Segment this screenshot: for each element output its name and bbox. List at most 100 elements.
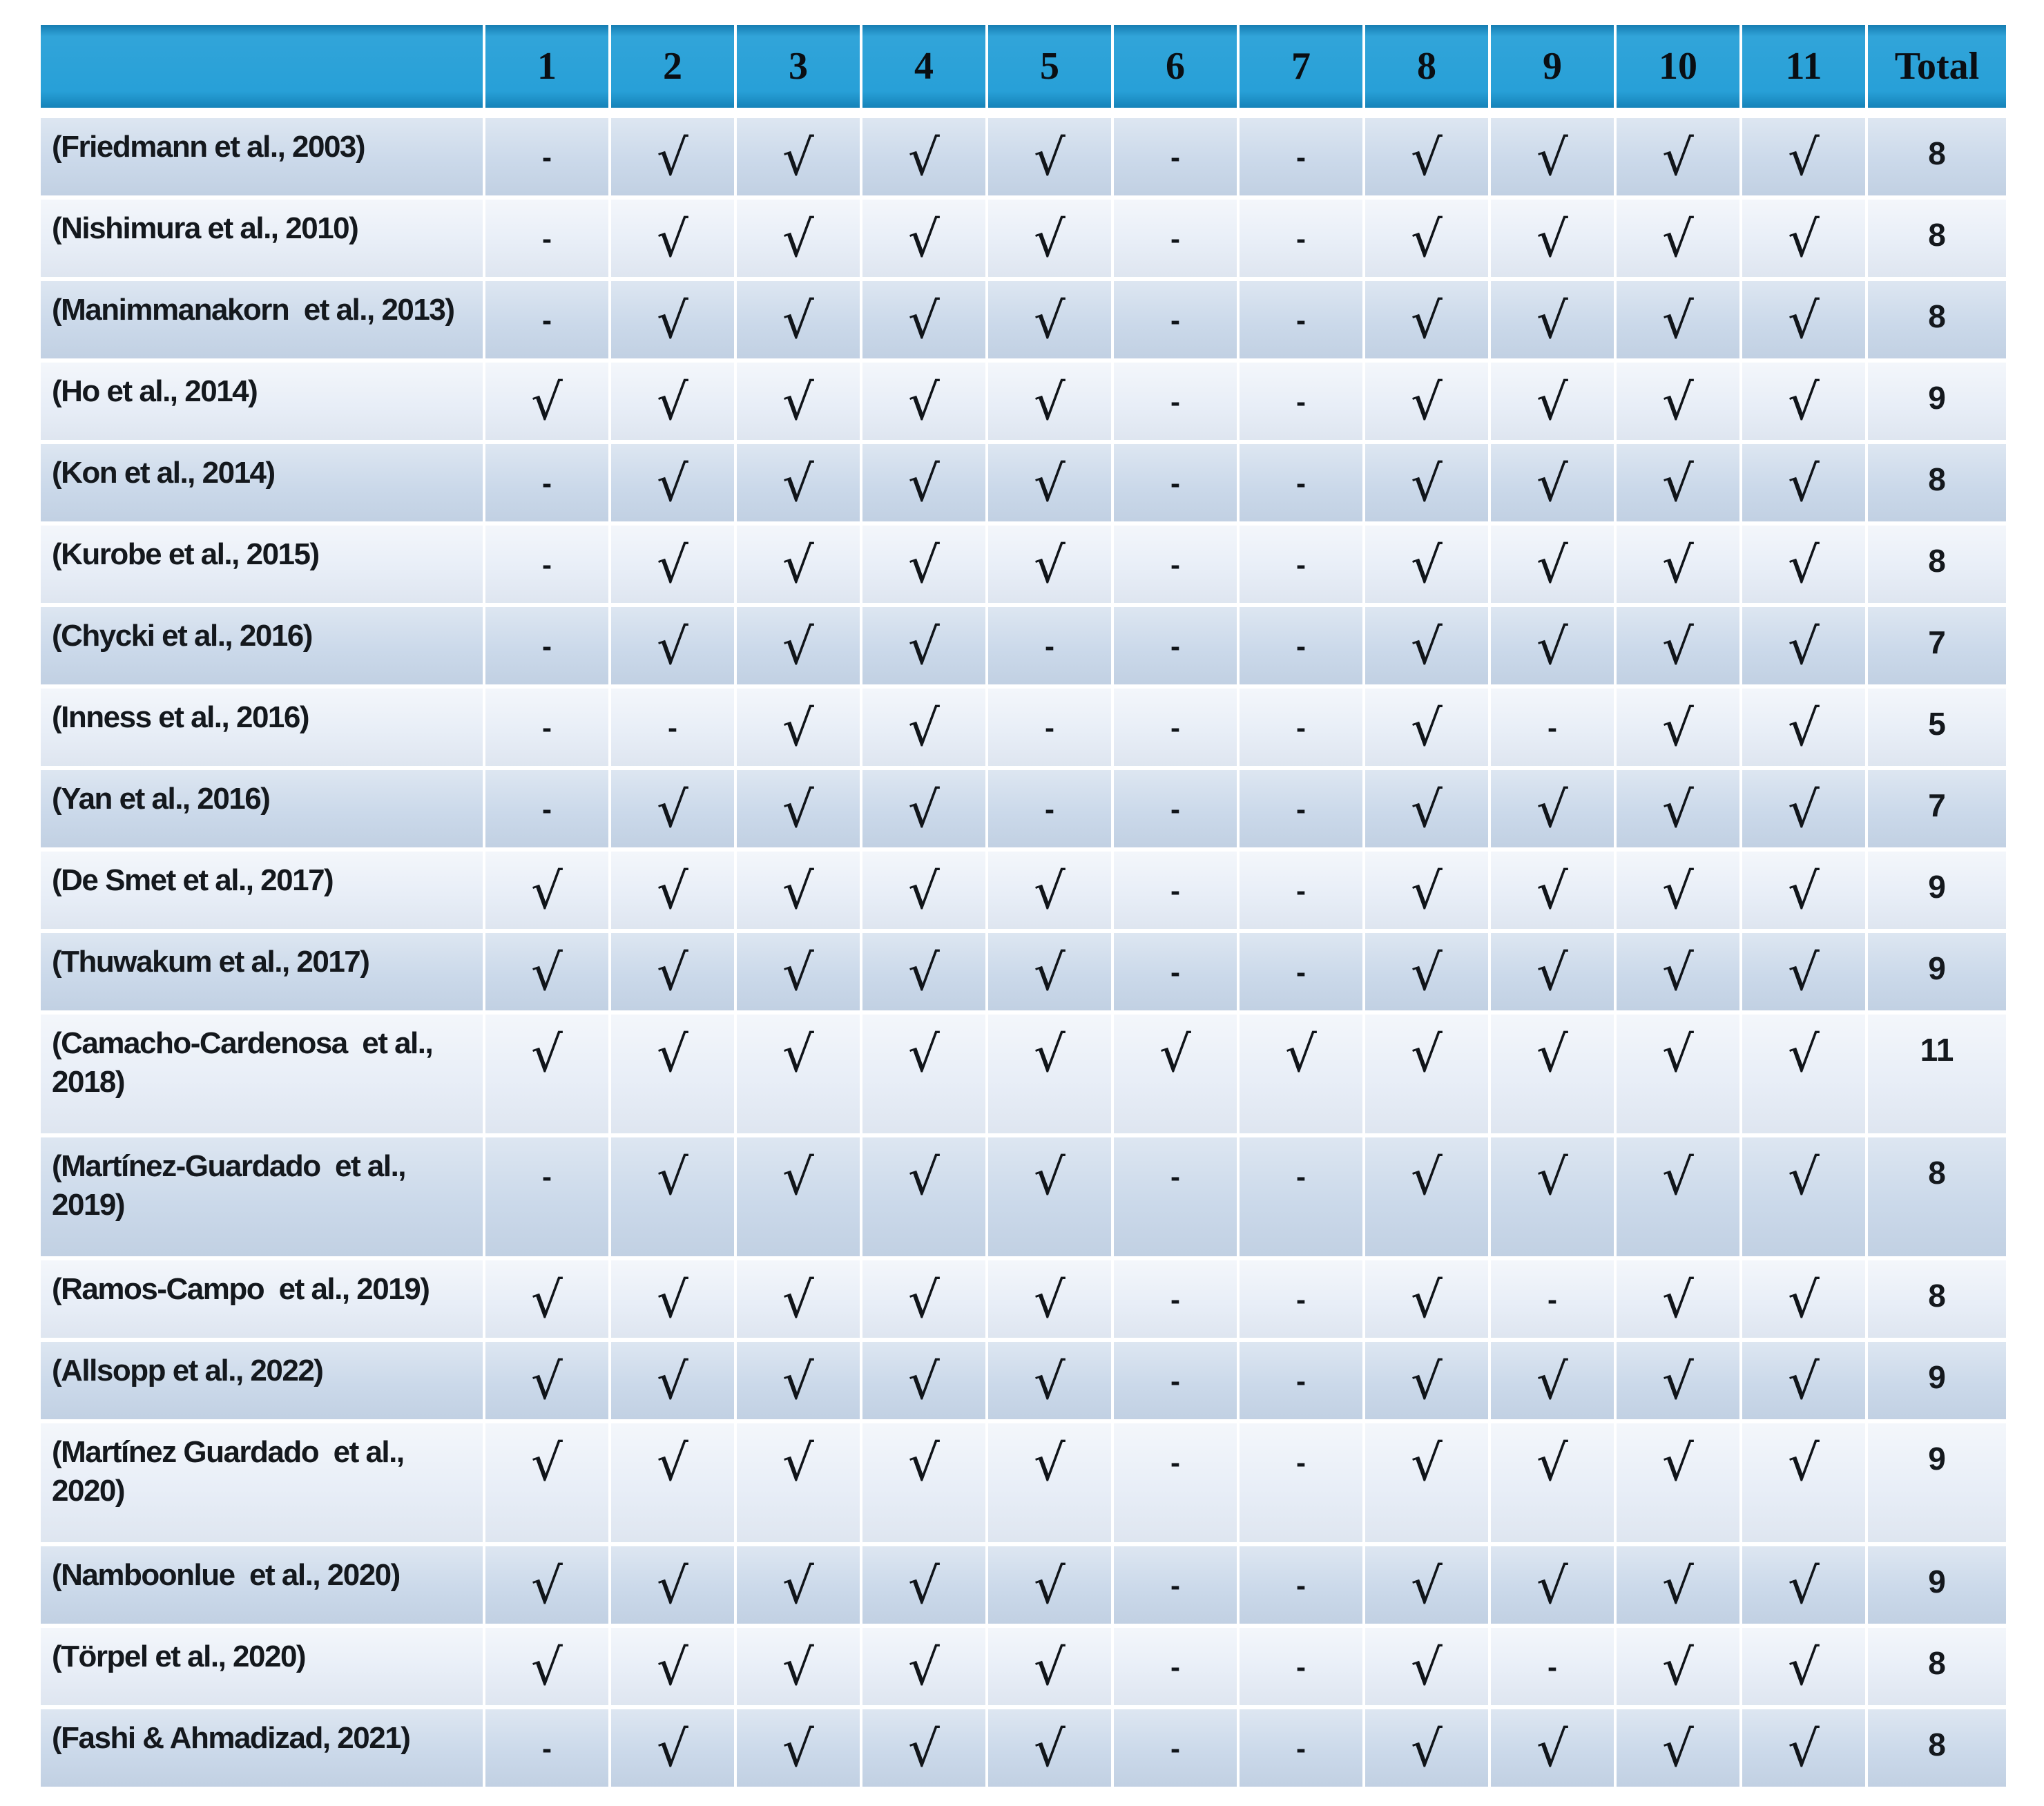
criterion-cell: √ — [1491, 1137, 1614, 1256]
total-value: 8 — [1868, 1709, 2006, 1787]
criterion-cell: √ — [862, 363, 985, 440]
check-mark: √ — [1536, 1434, 1568, 1492]
check-mark: √ — [657, 1271, 688, 1329]
criterion-cell: √ — [1365, 689, 1488, 766]
dash-mark: - — [1296, 1446, 1306, 1479]
criterion-cell: √ — [1491, 526, 1614, 603]
check-mark: √ — [908, 862, 940, 920]
criterion-cell: √ — [1742, 1260, 1865, 1338]
criterion-cell: √ — [862, 933, 985, 1010]
criterion-cell: √ — [1617, 1015, 1739, 1133]
check-mark: √ — [1788, 1352, 1820, 1410]
criterion-cell: √ — [988, 1260, 1111, 1338]
check-mark: √ — [657, 862, 688, 920]
criterion-cell: √ — [737, 1342, 860, 1419]
dash-mark: - — [1548, 711, 1557, 744]
check-mark: √ — [1662, 373, 1694, 431]
criterion-cell: √ — [1365, 118, 1488, 195]
criterion-cell: √ — [611, 933, 734, 1010]
check-mark: √ — [531, 1025, 563, 1083]
criterion-cell: √ — [862, 770, 985, 847]
check-mark: √ — [1411, 780, 1443, 838]
criterion-cell: √ — [1114, 1015, 1237, 1133]
criterion-cell: √ — [737, 1423, 860, 1542]
criterion-column-header: 4 — [862, 25, 985, 114]
check-mark: √ — [1788, 1148, 1820, 1206]
criterion-cell: - — [988, 770, 1111, 847]
criterion-cell: √ — [485, 1342, 608, 1419]
criterion-cell: √ — [1617, 607, 1739, 684]
check-mark: √ — [1788, 617, 1820, 675]
criterion-cell: √ — [1491, 933, 1614, 1010]
criterion-cell: - — [1240, 1628, 1362, 1705]
check-mark: √ — [1034, 1148, 1066, 1206]
criterion-column-header: 7 — [1240, 25, 1362, 114]
criterion-cell: √ — [862, 1628, 985, 1705]
criterion-column-header: 11 — [1742, 25, 1865, 114]
study-citation: (Manimmanakorn et al., 2013) — [41, 281, 483, 358]
criterion-cell: - — [1114, 1423, 1237, 1542]
criterion-cell: √ — [1742, 770, 1865, 847]
dash-mark: - — [1170, 711, 1180, 744]
criterion-column-header: 2 — [611, 25, 734, 114]
total-value: 11 — [1868, 1015, 2006, 1133]
criterion-cell: √ — [1742, 852, 1865, 929]
check-mark: √ — [1662, 536, 1694, 594]
criterion-cell: - — [1240, 1546, 1362, 1624]
dash-mark: - — [1296, 1651, 1306, 1683]
total-value: 8 — [1868, 200, 2006, 277]
check-mark: √ — [1411, 1638, 1443, 1696]
criterion-cell: √ — [862, 1342, 985, 1419]
criterion-cell: - — [1114, 1546, 1237, 1624]
criterion-cell: √ — [988, 281, 1111, 358]
check-mark: √ — [1662, 862, 1694, 920]
dash-mark: - — [1170, 1365, 1180, 1397]
criterion-cell: √ — [988, 1137, 1111, 1256]
check-mark: √ — [1034, 536, 1066, 594]
table-row: (Martínez-Guardado et al., 2019) - √ √ √ √ - - √… — [41, 1137, 2006, 1256]
check-mark: √ — [1788, 1271, 1820, 1329]
study-citation: (Chycki et al., 2016) — [41, 607, 483, 684]
dash-mark: - — [1045, 630, 1054, 662]
check-mark: √ — [1662, 699, 1694, 757]
check-mark: √ — [782, 699, 814, 757]
study-citation: (Törpel et al., 2020) — [41, 1628, 483, 1705]
check-mark: √ — [531, 1352, 563, 1410]
table-body: (Friedmann et al., 2003) - √ √ √ √ - - √ √ √ √ 8 (Nis… — [41, 118, 2006, 1787]
check-mark: √ — [908, 1638, 940, 1696]
criterion-column-header: 6 — [1114, 25, 1237, 114]
check-mark: √ — [782, 1271, 814, 1329]
dash-mark: - — [1170, 793, 1180, 825]
check-mark: √ — [782, 1638, 814, 1696]
check-mark: √ — [782, 1434, 814, 1492]
criterion-cell: √ — [1617, 770, 1739, 847]
check-mark: √ — [1662, 454, 1694, 512]
check-mark: √ — [908, 1148, 940, 1206]
table-row: (Martínez Guardado et al., 2020) √ √ √ √ √ - - √… — [41, 1423, 2006, 1542]
check-mark: √ — [657, 943, 688, 1001]
check-mark: √ — [1662, 780, 1694, 838]
dash-mark: - — [1296, 956, 1306, 988]
total-value: 8 — [1868, 281, 2006, 358]
check-mark: √ — [1411, 617, 1443, 675]
table-row: (Namboonlue et al., 2020) √ √ √ √ √ - - √ √ √ √ 9 — [41, 1546, 2006, 1624]
criterion-cell: √ — [1617, 200, 1739, 277]
check-mark: √ — [531, 1271, 563, 1329]
check-mark: √ — [1411, 1434, 1443, 1492]
criterion-cell: √ — [485, 933, 608, 1010]
check-mark: √ — [1788, 862, 1820, 920]
criterion-cell: √ — [611, 363, 734, 440]
criterion-column-header: 1 — [485, 25, 608, 114]
dash-mark: - — [542, 793, 552, 825]
check-mark: √ — [1788, 291, 1820, 349]
criterion-cell: √ — [1491, 118, 1614, 195]
table-row: (Chycki et al., 2016) - √ √ √ - - - √ √ √ √ 7 — [41, 607, 2006, 684]
check-mark: √ — [1411, 1557, 1443, 1615]
check-mark: √ — [782, 128, 814, 186]
check-mark: √ — [908, 617, 940, 675]
criterion-cell: √ — [485, 1628, 608, 1705]
criterion-cell: - — [1114, 689, 1237, 766]
check-mark: √ — [1788, 1434, 1820, 1492]
criterion-cell: √ — [737, 1709, 860, 1787]
criterion-cell: √ — [862, 1546, 985, 1624]
